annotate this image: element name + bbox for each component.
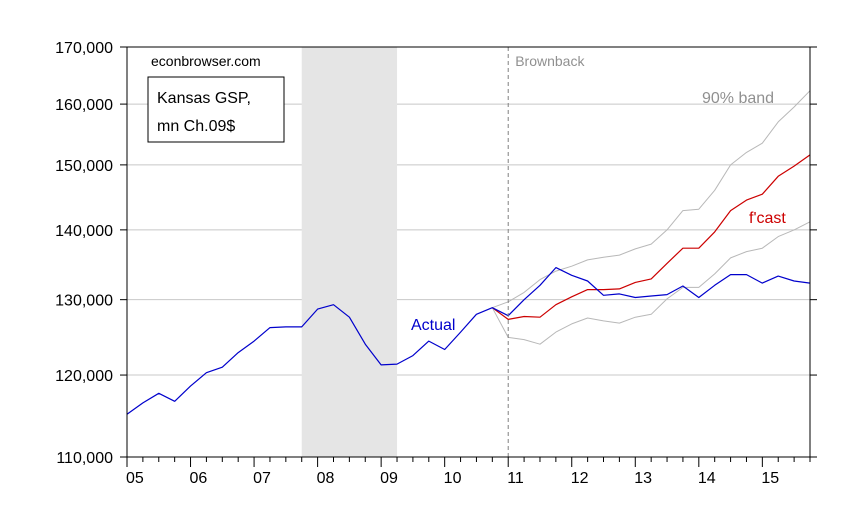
x-tick-label: 13	[634, 470, 652, 487]
legend-box-frame	[147, 76, 285, 143]
legend-box-line-2: mn Ch.09$	[157, 118, 235, 135]
axes: 110,000 120,000 130,000 140,000 150,000 160,0…	[55, 40, 817, 487]
y-tick-label: 160,000	[55, 97, 113, 114]
y-tick-label: 150,000	[55, 158, 113, 175]
series-line-band-lower	[491, 221, 811, 345]
series-label-actual: Actual	[411, 317, 455, 334]
y-tick-label: 170,000	[55, 40, 113, 57]
source-label: econbrowser.com	[151, 53, 261, 69]
legend-box-line-1: Kansas GSP,	[157, 90, 251, 107]
series-label-90-band: 90% band	[702, 90, 774, 107]
x-tick-label: 10	[444, 470, 462, 487]
y-tick-label: 110,000	[56, 450, 113, 467]
x-tick-label: 14	[698, 470, 716, 487]
recession-shading-layer	[301, 47, 398, 457]
plot-frame	[126, 46, 811, 458]
x-tick-label: 15	[761, 470, 779, 487]
brownback-label: Brownback	[515, 53, 585, 69]
x-tick-label: 11	[507, 470, 524, 487]
y-tick-label: 120,000	[55, 368, 113, 385]
x-tick-label: 07	[253, 470, 271, 487]
series-line-fcast	[491, 154, 811, 320]
y-tick-label: 130,000	[55, 293, 113, 310]
series-label-fcast: f'cast	[749, 210, 786, 227]
recession-shading	[301, 47, 398, 457]
x-tick-label: 08	[317, 470, 335, 487]
y-tick-label: 140,000	[55, 223, 113, 240]
x-tick-label: 09	[380, 470, 398, 487]
series-layer	[126, 90, 811, 415]
x-tick-label: 05	[126, 470, 144, 487]
x-tick-label: 12	[571, 470, 589, 487]
x-tick-label: 06	[190, 470, 208, 487]
series-line-band-upper	[492, 90, 811, 309]
legend-box: Kansas GSP, mn Ch.09$	[147, 76, 285, 143]
series-line-actual	[126, 267, 811, 415]
